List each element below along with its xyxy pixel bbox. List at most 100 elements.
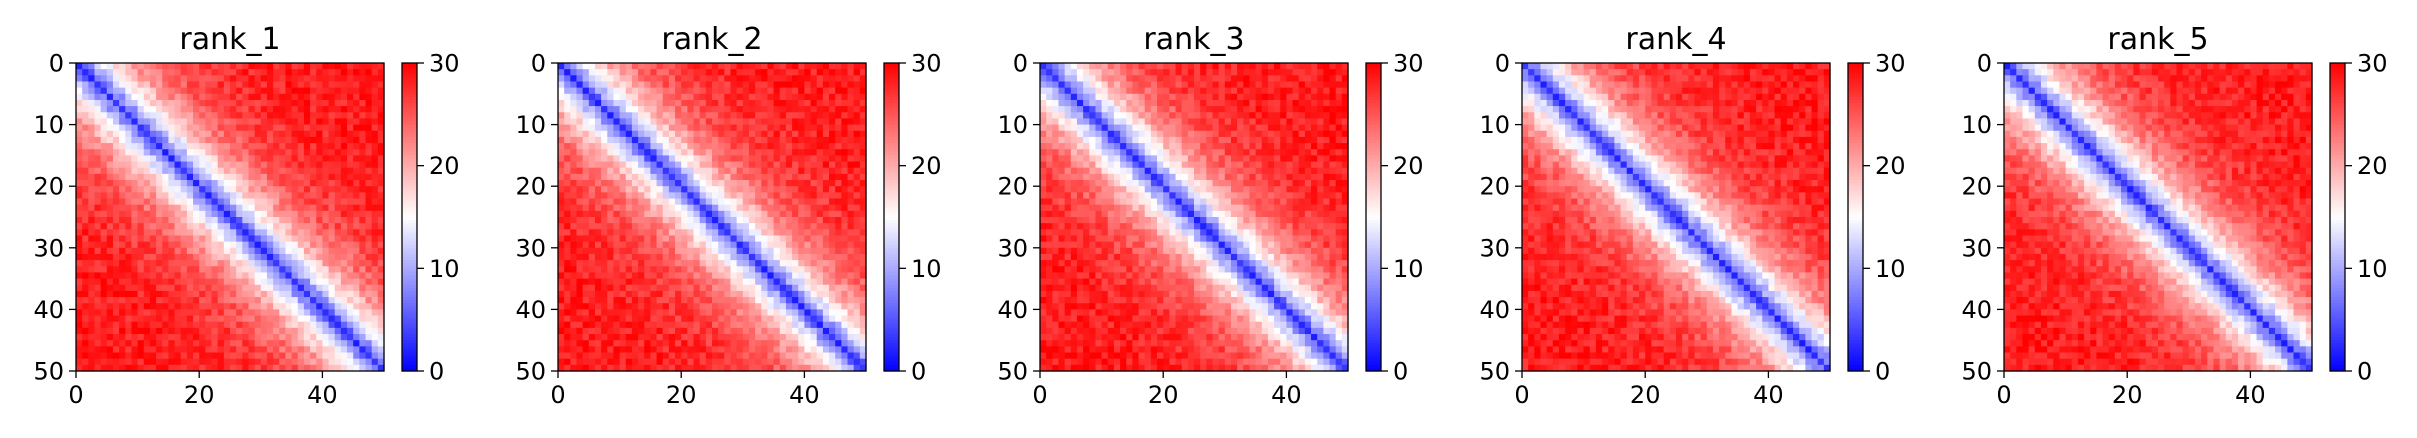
heatmap-cell [675,118,682,126]
heatmap-cell [594,290,602,298]
heatmap-cell [199,155,206,163]
heatmap-cell [217,260,225,267]
heatmap-cell [662,327,670,335]
heatmap-cell [681,297,688,304]
heatmap-cell [112,161,120,169]
heatmap-cell [650,136,658,144]
heatmap-cell [829,235,836,243]
heatmap-cell [377,112,385,120]
heatmap-cell [199,364,206,372]
heatmap-cell [681,69,688,76]
heatmap-cell [767,253,775,261]
heatmap-cell [798,241,805,249]
heatmap-cell [248,297,256,304]
heatmap-cell [859,161,867,169]
heatmap-cell [353,118,360,126]
colorbar-strip [402,201,417,206]
heatmap-cell [705,69,713,76]
heatmap-cell [601,266,608,274]
heatmap-cell [199,124,206,132]
heatmap-cell [180,161,188,169]
heatmap-cell [199,253,206,261]
heatmap-cell [279,81,287,89]
heatmap-cell [662,99,670,107]
heatmap-cell [675,315,682,323]
heatmap-cell [254,260,262,267]
heatmap-cell [186,309,194,317]
heatmap-cell [594,210,602,218]
heatmap-cell [205,93,213,101]
heatmap-cell [211,130,219,138]
heatmap-cell [100,99,108,107]
heatmap-cell [829,192,836,200]
heatmap-cell [761,321,769,329]
heatmap-cell [619,217,627,224]
heatmap-cell [334,229,342,237]
heatmap-cell [143,87,151,95]
heatmap-cell [693,315,701,323]
heatmap-cell [779,321,787,329]
heatmap-cell [816,253,824,261]
heatmap-cell [570,87,578,95]
heatmap-cell [131,69,139,76]
heatmap-cell [303,198,311,206]
heatmap-cell [303,327,311,335]
heatmap-cell [668,63,676,70]
heatmap-cell [291,358,299,366]
heatmap-cell [162,69,169,76]
heatmap-cell [625,346,633,354]
heatmap-cell [94,229,102,237]
heatmap-cell [217,81,225,89]
heatmap-cell [619,352,627,360]
heatmap-cell [106,186,114,193]
heatmap-cell [668,346,676,354]
heatmap-cell [730,167,738,175]
heatmap-cell [607,106,615,113]
heatmap-cell [625,63,633,70]
heatmap-cell [736,253,744,261]
heatmap-cell [656,210,664,218]
heatmap-cell [594,69,602,76]
heatmap-cell [285,167,293,175]
heatmap-cell [199,241,206,249]
heatmap-cell [303,223,311,230]
heatmap-cell [291,112,299,120]
heatmap-cell [248,266,256,274]
heatmap-cell [285,321,293,329]
heatmap-cell [693,81,701,89]
heatmap-cell [675,340,682,347]
heatmap-cell [359,112,367,120]
heatmap-cell [558,81,565,89]
heatmap-cell [365,112,373,120]
heatmap-cell [718,106,725,113]
heatmap-cell [681,161,688,169]
heatmap-cell [322,253,330,261]
heatmap-cell [174,173,182,181]
heatmap-cell [601,217,608,224]
heatmap-cell [730,204,738,212]
heatmap-cell [365,297,373,304]
heatmap-cell [303,315,311,323]
heatmap-cell [748,118,756,126]
heatmap-cell [266,149,274,156]
heatmap-cell [712,297,719,304]
heatmap-cell [88,321,96,329]
heatmap-cell [699,334,707,341]
heatmap-cell [582,210,590,218]
heatmap-cell [125,204,133,212]
heatmap-cell [174,290,182,298]
heatmap-cell [168,210,176,218]
heatmap-cell [761,340,769,347]
heatmap-cell [168,143,176,150]
heatmap-cell [254,210,262,218]
heatmap-cell [829,112,836,120]
heatmap-cell [662,136,670,144]
heatmap-cell [174,309,182,317]
colorbar-strip [402,324,417,329]
heatmap-cell [82,204,89,212]
heatmap-cell [353,161,360,169]
heatmap-cell [193,149,200,156]
heatmap-cell [242,81,250,89]
heatmap-cell [347,112,354,120]
heatmap-cell [322,130,330,138]
